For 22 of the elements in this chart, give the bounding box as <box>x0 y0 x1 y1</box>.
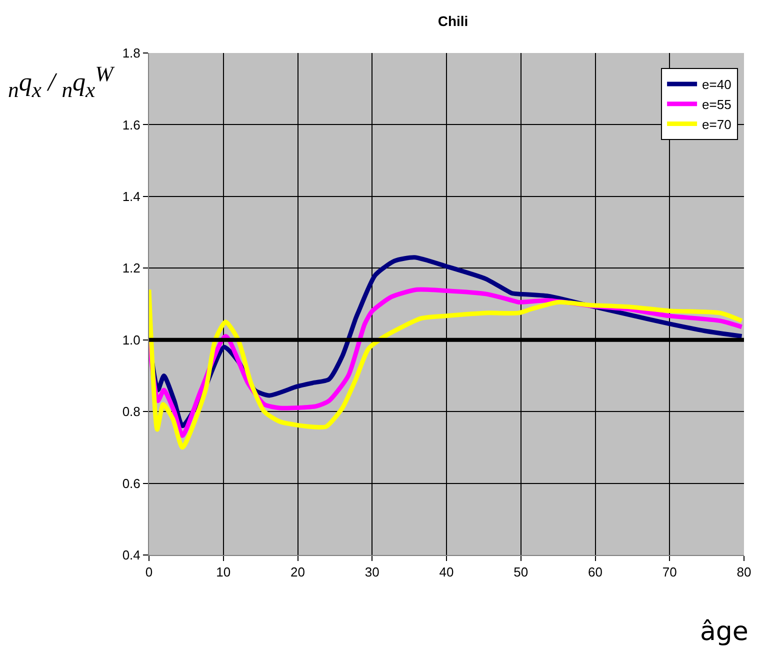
x-tick-label: 20 <box>290 564 305 580</box>
x-tick-label: 50 <box>514 564 528 580</box>
x-tick-label: 80 <box>736 564 752 580</box>
y-tick-label: 1.6 <box>122 117 140 132</box>
chart-title: Chili <box>438 13 468 30</box>
y-tick-label: 1.4 <box>122 188 140 204</box>
y-tick-label: 1.0 <box>122 332 140 348</box>
x-axis-title: âge <box>700 617 748 647</box>
y-tick-label: 0.6 <box>122 476 140 491</box>
x-tick-label: 40 <box>439 564 454 580</box>
x-tick-label: 60 <box>588 564 602 580</box>
legend-label: e=55 <box>702 96 732 112</box>
y-tick-label: 1.2 <box>122 260 140 276</box>
x-tick-label: 30 <box>364 564 380 580</box>
x-tick-label: 0 <box>145 564 153 580</box>
y-tick-label: 0.8 <box>122 404 140 420</box>
x-tick-label: 10 <box>216 564 231 580</box>
legend-label: e=40 <box>702 77 732 92</box>
legend-label: e=70 <box>702 116 732 132</box>
x-tick-label: 70 <box>662 564 677 580</box>
y-tick-label: 1.8 <box>122 46 140 61</box>
y-tick-label: 0.4 <box>122 548 140 563</box>
